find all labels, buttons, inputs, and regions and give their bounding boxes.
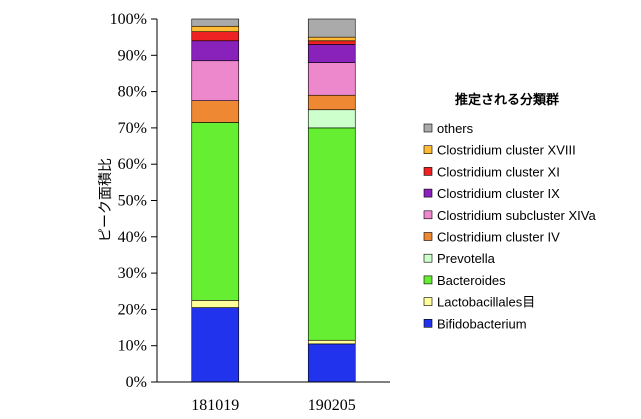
legend-swatch [423, 232, 433, 241]
y-tick-label: 30% [118, 265, 147, 282]
bar-segment [307, 94, 356, 111]
bar-segment [307, 62, 356, 96]
legend-title: 推定される分類群 [455, 92, 559, 108]
legend-label: Clostridium subcluster XIVa [437, 208, 596, 223]
x-tick-label: 190205 [308, 397, 356, 414]
legend-label: Bacteroides [437, 273, 506, 288]
legend-swatch [423, 210, 433, 220]
y-tick-label: 80% [118, 84, 147, 101]
y-tick-label: 60% [118, 156, 147, 173]
y-tick-label: 70% [118, 120, 147, 137]
bar-segment [191, 307, 240, 383]
bar-segment [307, 18, 356, 38]
legend-label: Bifidobacterium [437, 316, 527, 331]
y-axis-label: ピーク面積比 [98, 158, 114, 242]
legend-label: Clostridium cluster IV [437, 230, 560, 245]
bars [191, 18, 356, 383]
bar-segment [307, 339, 356, 345]
legend-label: others [437, 121, 474, 136]
bar-segment [191, 31, 240, 42]
legend-label: Clostridium cluster XVIII [437, 143, 576, 158]
y-tick-label: 10% [118, 338, 147, 355]
bar-segment [307, 109, 356, 129]
legend-swatch [423, 145, 433, 154]
bar-segment [191, 60, 240, 101]
legend-swatch [423, 167, 433, 176]
legend-swatch [423, 297, 433, 306]
x-axis: 181019 190205 [157, 381, 390, 414]
legend-swatch [423, 275, 433, 285]
y-tick-label: 100% [110, 11, 147, 28]
legend: others Clostridium cluster XVIII Clostridi… [423, 121, 596, 331]
legend-swatch [423, 253, 433, 263]
y-tick-label: 50% [118, 193, 147, 210]
bar-segment [191, 18, 240, 27]
legend-swatch [423, 188, 433, 198]
bar-segment [307, 343, 356, 383]
bar-segment [191, 40, 240, 62]
bar-segment [191, 25, 240, 33]
legend-swatch [423, 318, 433, 328]
y-tick-label: 20% [118, 301, 147, 318]
bar-segment [307, 40, 356, 45]
bar-segment [191, 122, 240, 301]
legend-label: Clostridium cluster XI [437, 164, 560, 179]
bar-segment [191, 300, 240, 308]
y-tick-label: 0% [126, 374, 147, 391]
y-tick-label: 40% [118, 229, 147, 246]
legend-label: Lactobacillales目 [437, 295, 535, 310]
x-tick-label: 181019 [191, 397, 239, 414]
y-axis: 0% 10% 20% 30% 40% 50% 60% 70% 80% 90% 100% [110, 11, 158, 391]
legend-swatch [423, 123, 433, 133]
bar-segment [191, 100, 240, 123]
legend-label: Clostridium cluster IX [437, 186, 560, 201]
y-tick-label: 90% [118, 47, 147, 64]
bar-segment [307, 127, 356, 341]
legend-label: Prevotella [437, 251, 496, 266]
bar-segment [307, 36, 356, 42]
bar-segment [307, 44, 356, 63]
